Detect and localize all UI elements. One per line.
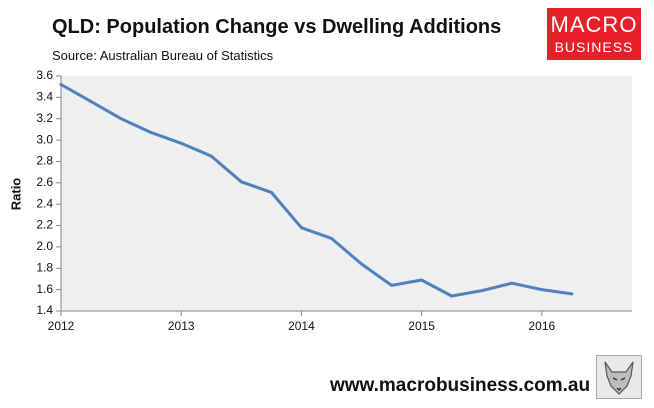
y-tick-label: 2.4 [36, 196, 53, 210]
y-tick-label: 2.8 [36, 154, 53, 168]
y-tick-label: 1.4 [36, 303, 53, 317]
data-point [209, 154, 213, 158]
data-point [119, 117, 123, 121]
data-point [510, 281, 514, 285]
logo-line-2: BUSINESS [554, 39, 634, 55]
chart-title: QLD: Population Change vs Dwelling Addit… [52, 16, 502, 38]
logo-line-1: MACRO [550, 12, 638, 37]
data-point [59, 83, 63, 86]
x-tick-label: 2012 [48, 319, 75, 333]
data-point [239, 180, 243, 184]
macrobusiness-logo: MACRO BUSINESS [547, 8, 641, 60]
data-point [420, 278, 424, 282]
y-tick-label: 2.2 [36, 218, 53, 232]
wolf-icon [596, 355, 642, 399]
y-tick-label: 2.6 [36, 175, 53, 189]
data-point [480, 289, 484, 293]
y-tick-label: 2.0 [36, 239, 53, 253]
data-point [89, 100, 93, 104]
y-tick-label: 1.8 [36, 260, 53, 274]
chart-source: Source: Australian Bureau of Statistics [52, 48, 274, 63]
data-point [300, 226, 303, 230]
series-line-ratio [59, 83, 574, 298]
data-point [570, 292, 574, 296]
x-tick-label: 2013 [168, 319, 195, 333]
y-tick-label: 3.6 [36, 68, 53, 82]
data-point [540, 288, 544, 292]
data-point [179, 141, 183, 145]
plot-area [61, 76, 632, 311]
y-tick-label: 1.6 [36, 282, 53, 296]
x-tick-label: 2014 [288, 319, 315, 333]
data-point [330, 236, 333, 240]
data-point [360, 262, 363, 266]
y-axis-label: Ratio [8, 178, 23, 211]
website-url: www.macrobusiness.com.au [330, 375, 591, 396]
data-point [269, 191, 273, 194]
y-tick-label: 3.2 [36, 111, 53, 125]
data-point [390, 283, 393, 287]
data-point [149, 131, 153, 135]
data-point [450, 294, 454, 298]
x-tick-label: 2016 [528, 319, 555, 333]
x-tick-label: 2015 [408, 319, 435, 333]
y-tick-label: 3.4 [36, 90, 53, 104]
y-tick-label: 3.0 [36, 132, 53, 146]
